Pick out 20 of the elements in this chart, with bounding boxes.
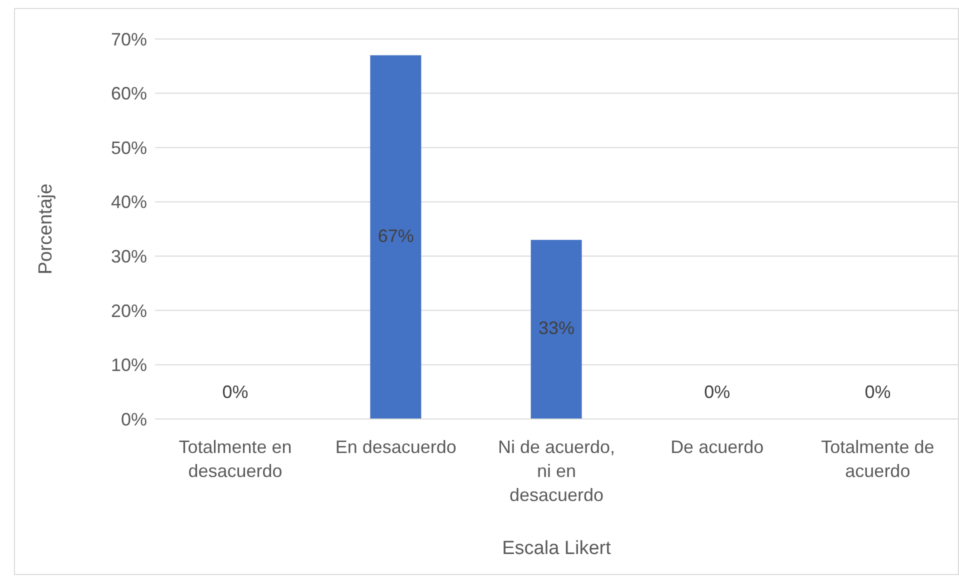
y-tick-label: 0%	[120, 409, 147, 430]
x-tick-label: Totalmente en desacuerdo	[178, 437, 292, 481]
y-axis-title: Porcentaje	[36, 184, 57, 274]
y-tick-label: 40%	[110, 192, 147, 212]
y-tick-label: 70%	[110, 29, 147, 50]
data-label: 0%	[704, 382, 730, 402]
y-tick-label: 50%	[110, 138, 147, 158]
y-tick-label: 20%	[110, 300, 147, 321]
x-tick-label: De acuerdo	[670, 437, 764, 457]
x-tick-label: Totalmente de acuerdo	[821, 437, 934, 481]
data-label: 67%	[378, 226, 414, 246]
x-tick-label: Ni de acuerdo, ni en desacuerdo	[498, 437, 616, 505]
data-label: 0%	[864, 382, 891, 402]
x-tick-label: En desacuerdo	[335, 437, 456, 457]
x-axis-title: Escala Likert	[502, 538, 612, 559]
y-tick-label: 10%	[110, 355, 147, 376]
y-tick-label: 60%	[110, 84, 147, 104]
data-label: 0%	[222, 382, 248, 402]
data-label: 33%	[538, 318, 575, 338]
y-tick-label: 30%	[110, 246, 147, 267]
